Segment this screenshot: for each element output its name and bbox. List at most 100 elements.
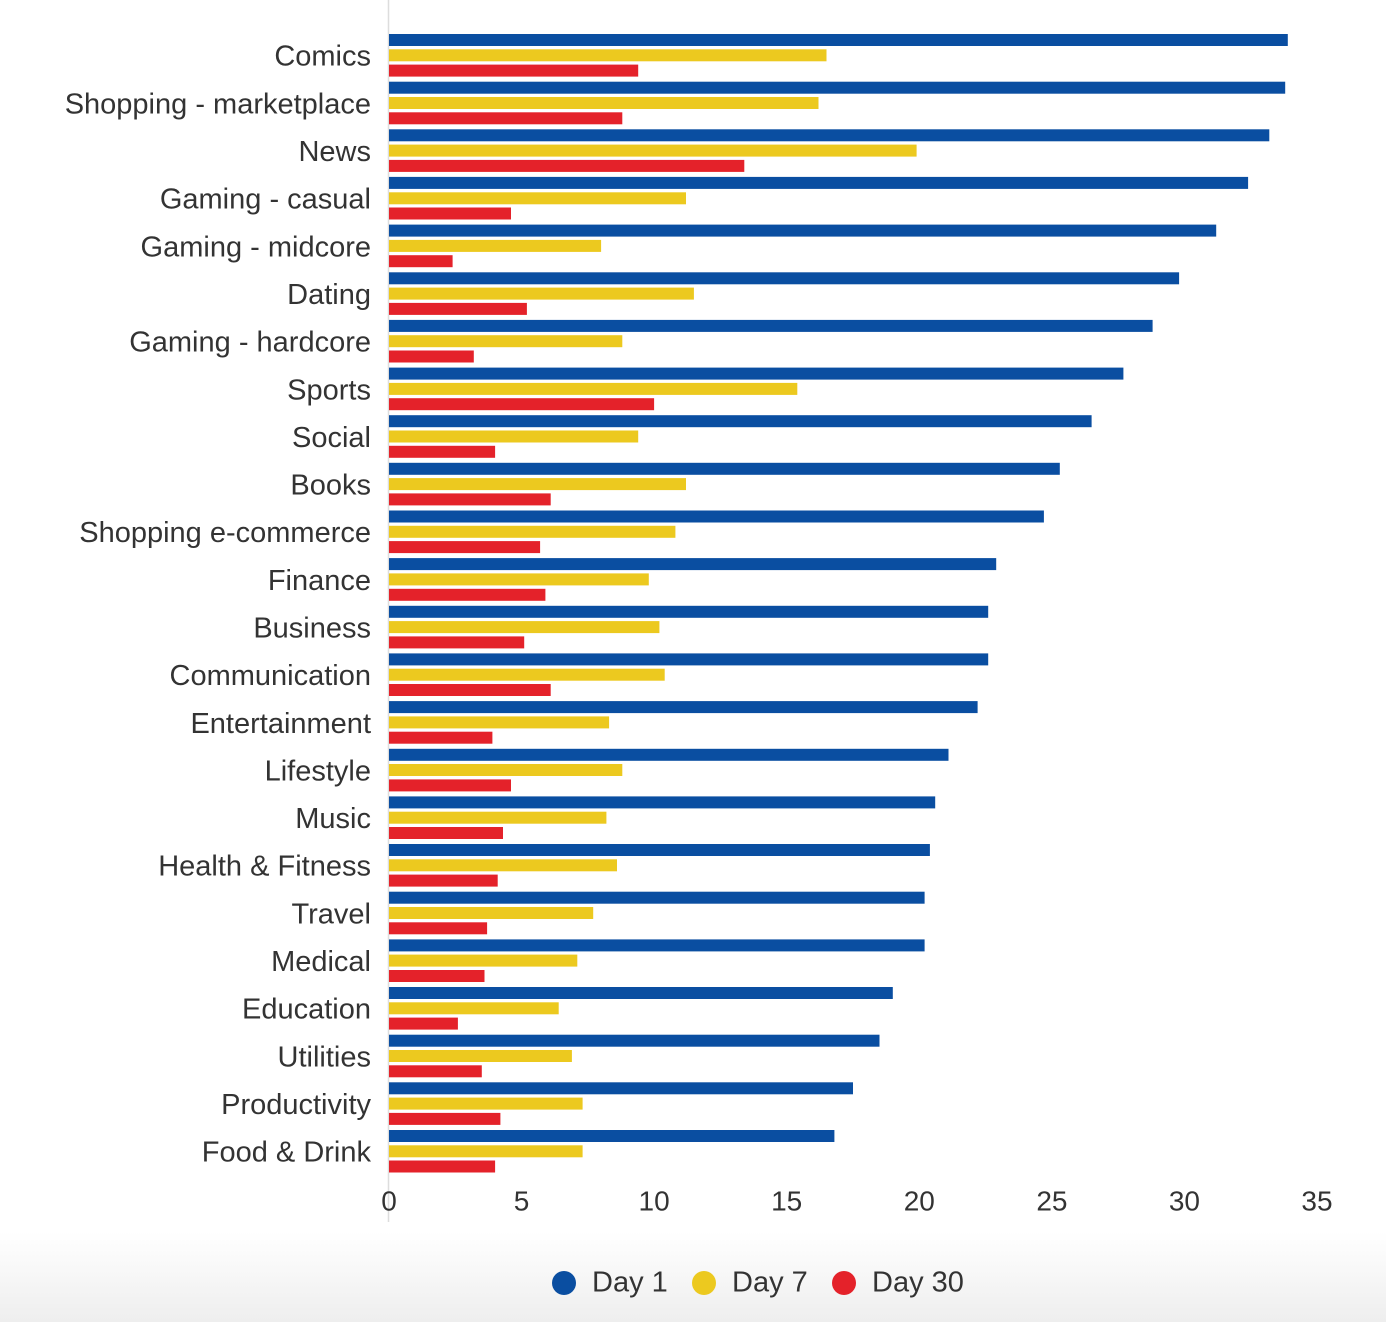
bar-day-30 [389, 731, 493, 744]
bar-day-1 [389, 1082, 853, 1095]
bar-day-7 [389, 573, 649, 586]
legend-marker-day-7 [692, 1271, 716, 1295]
category-label: Sports [287, 374, 371, 406]
category-labels: Comics Shopping - marketplace News Gaming -… [65, 41, 372, 1169]
bar-day-7 [389, 49, 827, 62]
bars-layer [389, 34, 1288, 1173]
bar-day-30 [389, 827, 503, 839]
bar-day-7 [389, 430, 639, 443]
legend-marker-day-1 [552, 1271, 576, 1295]
category-label: Education [242, 994, 371, 1026]
bar-day-7 [389, 621, 660, 634]
bar-day-30 [389, 636, 525, 649]
category-label: Books [290, 469, 371, 501]
bar-day-7 [389, 907, 594, 919]
category-label: News [298, 136, 371, 168]
category-label: Health & Fitness [158, 851, 371, 883]
bar-day-30 [389, 493, 551, 506]
bar-day-1 [389, 891, 925, 904]
category-label: Shopping e-commerce [79, 517, 371, 549]
bar-day-1 [389, 1130, 835, 1142]
bar-day-1 [389, 272, 1180, 285]
bar-day-7 [389, 811, 607, 824]
x-tick-label: 10 [639, 1185, 670, 1216]
bar-day-1 [389, 796, 936, 809]
category-label: Gaming - hardcore [129, 327, 371, 359]
bar-day-1 [389, 748, 949, 761]
bar-day-7 [389, 382, 798, 395]
bar-day-7 [389, 859, 617, 872]
x-tick-label: 35 [1301, 1185, 1332, 1216]
bar-day-30 [389, 445, 496, 458]
bar-day-7 [389, 525, 676, 538]
bar-day-7 [389, 478, 686, 491]
legend-label-day-30[interactable]: Day 30 [872, 1267, 964, 1299]
bar-day-7 [389, 1002, 559, 1015]
bar-day-1 [389, 1034, 880, 1047]
bar-day-30 [389, 874, 498, 887]
bar-day-7 [389, 97, 819, 109]
category-label: Finance [268, 565, 371, 597]
bar-day-1 [389, 415, 1092, 428]
category-label: Utilities [278, 1041, 371, 1073]
bar-day-7 [389, 192, 686, 205]
bar-day-1 [389, 81, 1286, 94]
bar-day-1 [389, 605, 989, 618]
bar-day-7 [389, 144, 917, 157]
bar-day-30 [389, 684, 551, 696]
bar-day-1 [389, 462, 1060, 475]
bar-day-30 [389, 64, 639, 77]
bar-day-30 [389, 1017, 458, 1030]
bar-day-30 [389, 255, 453, 268]
bar-day-1 [389, 176, 1249, 189]
bar-day-1 [389, 653, 989, 666]
category-label: Medical [271, 946, 371, 978]
x-tick-label: 0 [381, 1185, 397, 1216]
category-label: Travel [292, 898, 372, 930]
bar-day-7 [389, 239, 602, 252]
bar-day-30 [389, 779, 511, 792]
bar-day-7 [389, 1050, 572, 1062]
x-tick-label: 20 [904, 1185, 935, 1216]
bar-day-30 [389, 159, 745, 172]
legend-marker-day-30 [832, 1271, 856, 1295]
bar-day-30 [389, 112, 623, 125]
bar-day-30 [389, 1112, 501, 1125]
bar-day-30 [389, 588, 546, 601]
bar-day-7 [389, 287, 694, 300]
bar-day-30 [389, 541, 541, 554]
category-label: Music [295, 803, 371, 835]
category-label: Entertainment [190, 708, 371, 740]
bar-day-1 [389, 939, 925, 952]
bar-day-7 [389, 954, 578, 967]
bar-day-1 [389, 510, 1044, 523]
footer-shade [0, 1232, 1386, 1322]
bar-day-7 [389, 668, 665, 681]
x-tick-label: 30 [1169, 1185, 1200, 1216]
category-label: Shopping - marketplace [65, 88, 371, 120]
x-tick-label: 25 [1036, 1185, 1067, 1216]
category-label: Business [253, 612, 371, 644]
bar-day-1 [389, 558, 997, 571]
legend-label-day-1[interactable]: Day 1 [592, 1267, 668, 1299]
legend-label-day-7[interactable]: Day 7 [732, 1267, 808, 1299]
bar-day-7 [389, 1145, 583, 1158]
category-label: Dating [287, 279, 371, 311]
bar-day-7 [389, 335, 623, 348]
bar-day-1 [389, 367, 1124, 380]
category-label: Comics [274, 41, 371, 73]
bar-day-1 [389, 987, 893, 999]
bar-day-1 [389, 844, 930, 856]
x-axis-ticks: 0 5 10 15 20 25 30 35 [381, 1185, 1332, 1216]
bar-day-7 [389, 764, 623, 776]
category-label: Social [292, 422, 371, 454]
category-label: Food & Drink [202, 1137, 372, 1169]
bar-day-30 [389, 922, 488, 935]
legend: Day 1 Day 7 Day 30 [552, 1267, 964, 1299]
category-label: Communication [170, 660, 371, 692]
bar-day-30 [389, 970, 485, 982]
category-label: Gaming - casual [160, 184, 371, 216]
x-tick-label: 15 [771, 1185, 802, 1216]
